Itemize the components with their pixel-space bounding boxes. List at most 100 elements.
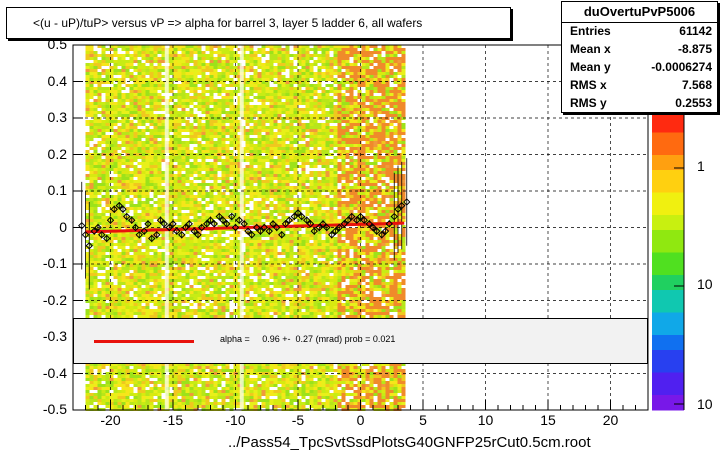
- heatmap-cell: [145, 114, 150, 117]
- heatmap-cell: [273, 87, 278, 90]
- heatmap-cell: [253, 81, 258, 84]
- heatmap-cell: [105, 174, 110, 177]
- heatmap-cell: [393, 210, 398, 213]
- heatmap-cell: [93, 213, 98, 216]
- heatmap-cell: [277, 108, 282, 111]
- heatmap-cell: [393, 48, 398, 51]
- heatmap-cell: [333, 135, 338, 138]
- heatmap-cell: [133, 84, 138, 87]
- heatmap-cell: [189, 72, 194, 75]
- heatmap-cell: [177, 84, 182, 87]
- heatmap-cell: [261, 45, 266, 48]
- heatmap-cell: [381, 132, 386, 135]
- heatmap-cell: [153, 129, 158, 132]
- heatmap-cell: [125, 84, 130, 87]
- heatmap-cell: [329, 111, 334, 114]
- heatmap-cell: [169, 63, 174, 66]
- heatmap-cell: [265, 135, 270, 138]
- heatmap-cell: [229, 138, 234, 141]
- heatmap-cell: [93, 177, 98, 180]
- heatmap-cell: [389, 141, 394, 144]
- heatmap-cell: [369, 141, 374, 144]
- heatmap-cell: [337, 81, 342, 84]
- heatmap-cell: [209, 174, 214, 177]
- heatmap-cell: [221, 180, 226, 183]
- heatmap-cell: [193, 129, 198, 132]
- heatmap-cell: [393, 150, 398, 153]
- heatmap-cell: [121, 105, 126, 108]
- heatmap-cell: [93, 180, 98, 183]
- heatmap-cell: [157, 141, 162, 144]
- heatmap-cell: [89, 216, 94, 219]
- heatmap-cell: [189, 132, 194, 135]
- heatmap-cell: [317, 243, 322, 246]
- heatmap-cell: [309, 87, 314, 90]
- heatmap-cell: [189, 252, 194, 255]
- heatmap-cell: [305, 75, 310, 78]
- heatmap-cell: [397, 189, 402, 192]
- heatmap-cell: [369, 102, 374, 105]
- heatmap-cell: [221, 54, 226, 57]
- heatmap-cell: [209, 69, 214, 72]
- heatmap-cell: [373, 240, 378, 243]
- heatmap-cell: [253, 207, 258, 210]
- heatmap-cell: [285, 177, 290, 180]
- heatmap-cell: [269, 189, 274, 192]
- heatmap-cell: [237, 87, 242, 90]
- heatmap-cell: [357, 108, 362, 111]
- heatmap-cell: [229, 78, 234, 81]
- heatmap-cell: [117, 183, 122, 186]
- heatmap-cell: [213, 126, 218, 129]
- heatmap-cell: [333, 99, 338, 102]
- heatmap-cell: [365, 117, 370, 120]
- heatmap-cell: [181, 117, 186, 120]
- heatmap-cell: [285, 195, 290, 198]
- heatmap-cell: [133, 60, 138, 63]
- heatmap-cell: [289, 93, 294, 96]
- heatmap-cell: [281, 228, 286, 231]
- heatmap-cell: [117, 126, 122, 129]
- heatmap-cell: [277, 105, 282, 108]
- heatmap-cell: [337, 243, 342, 246]
- heatmap-cell: [153, 90, 158, 93]
- heatmap-cell: [93, 219, 98, 222]
- heatmap-cell: [297, 129, 302, 132]
- heatmap-cell: [353, 192, 358, 195]
- heatmap-cell: [289, 159, 294, 162]
- heatmap-cell: [325, 189, 330, 192]
- heatmap-cell: [205, 141, 210, 144]
- heatmap-cell: [305, 84, 310, 87]
- heatmap-cell: [393, 243, 398, 246]
- heatmap-cell: [117, 213, 122, 216]
- heatmap-cell: [393, 216, 398, 219]
- heatmap-cell: [153, 168, 158, 171]
- heatmap-cell: [245, 171, 250, 174]
- heatmap-cell: [245, 216, 250, 219]
- heatmap-cell: [393, 102, 398, 105]
- heatmap-cell: [333, 57, 338, 60]
- heatmap-cell: [285, 189, 290, 192]
- heatmap-cell: [125, 222, 130, 225]
- heatmap-cell: [317, 114, 322, 117]
- heatmap-cell: [193, 132, 198, 135]
- heatmap-cell: [397, 48, 402, 51]
- heatmap-cell: [133, 180, 138, 183]
- heatmap-cell: [205, 90, 210, 93]
- heatmap-cell: [369, 72, 374, 75]
- heatmap-cell: [361, 54, 366, 57]
- heatmap-cell: [209, 141, 214, 144]
- heatmap-cell: [281, 168, 286, 171]
- heatmap-cell: [233, 252, 238, 255]
- heatmap-cell: [261, 48, 266, 51]
- heatmap-cell: [349, 141, 354, 144]
- heatmap-cell: [161, 54, 166, 57]
- heatmap-cell: [213, 153, 218, 156]
- heatmap-cell: [129, 120, 134, 123]
- heatmap-cell: [121, 213, 126, 216]
- heatmap-cell: [249, 240, 254, 243]
- heatmap-cell: [317, 255, 322, 258]
- heatmap-cell: [249, 192, 254, 195]
- heatmap-cell: [157, 198, 162, 201]
- heatmap-cell: [293, 57, 298, 60]
- heatmap-cell: [321, 150, 326, 153]
